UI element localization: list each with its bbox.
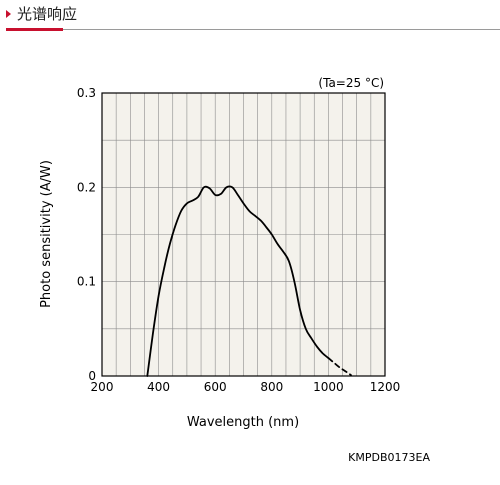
x-tick-label: 1200	[370, 380, 401, 394]
y-axis-label: Photo sensitivity (A/W)	[39, 160, 54, 308]
x-tick-label: 600	[204, 380, 227, 394]
grid-lines	[102, 93, 385, 376]
x-tick-label: 800	[260, 380, 283, 394]
header-divider-accent	[6, 28, 63, 31]
x-tick-label: 400	[147, 380, 170, 394]
section-title: 光谱响应	[17, 5, 78, 23]
y-tick-label: 0.2	[77, 180, 96, 194]
plot-frame	[101, 92, 386, 377]
y-tick-label: 0	[88, 369, 96, 383]
header-divider	[6, 29, 500, 30]
section-header: 光谱响应	[0, 0, 500, 32]
y-tick-label: 0.3	[77, 86, 96, 100]
x-tick-label: 1000	[313, 380, 344, 394]
axis-ticks: 200 400 600 800 1000 1200 0 0.1 0.2 0.3	[77, 86, 400, 394]
sensitivity-curve	[146, 185, 330, 377]
series-layer	[146, 185, 352, 377]
document-code: KMPDB0173EA	[348, 451, 430, 464]
y-tick-label: 0.1	[77, 275, 96, 289]
x-tick-label: 200	[91, 380, 114, 394]
x-axis-label: Wavelength (nm)	[187, 415, 299, 430]
sensitivity-curve-extrapolated	[327, 357, 352, 376]
triangle-bullet-icon	[6, 10, 11, 18]
condition-label: (Ta=25 °C)	[318, 76, 384, 90]
